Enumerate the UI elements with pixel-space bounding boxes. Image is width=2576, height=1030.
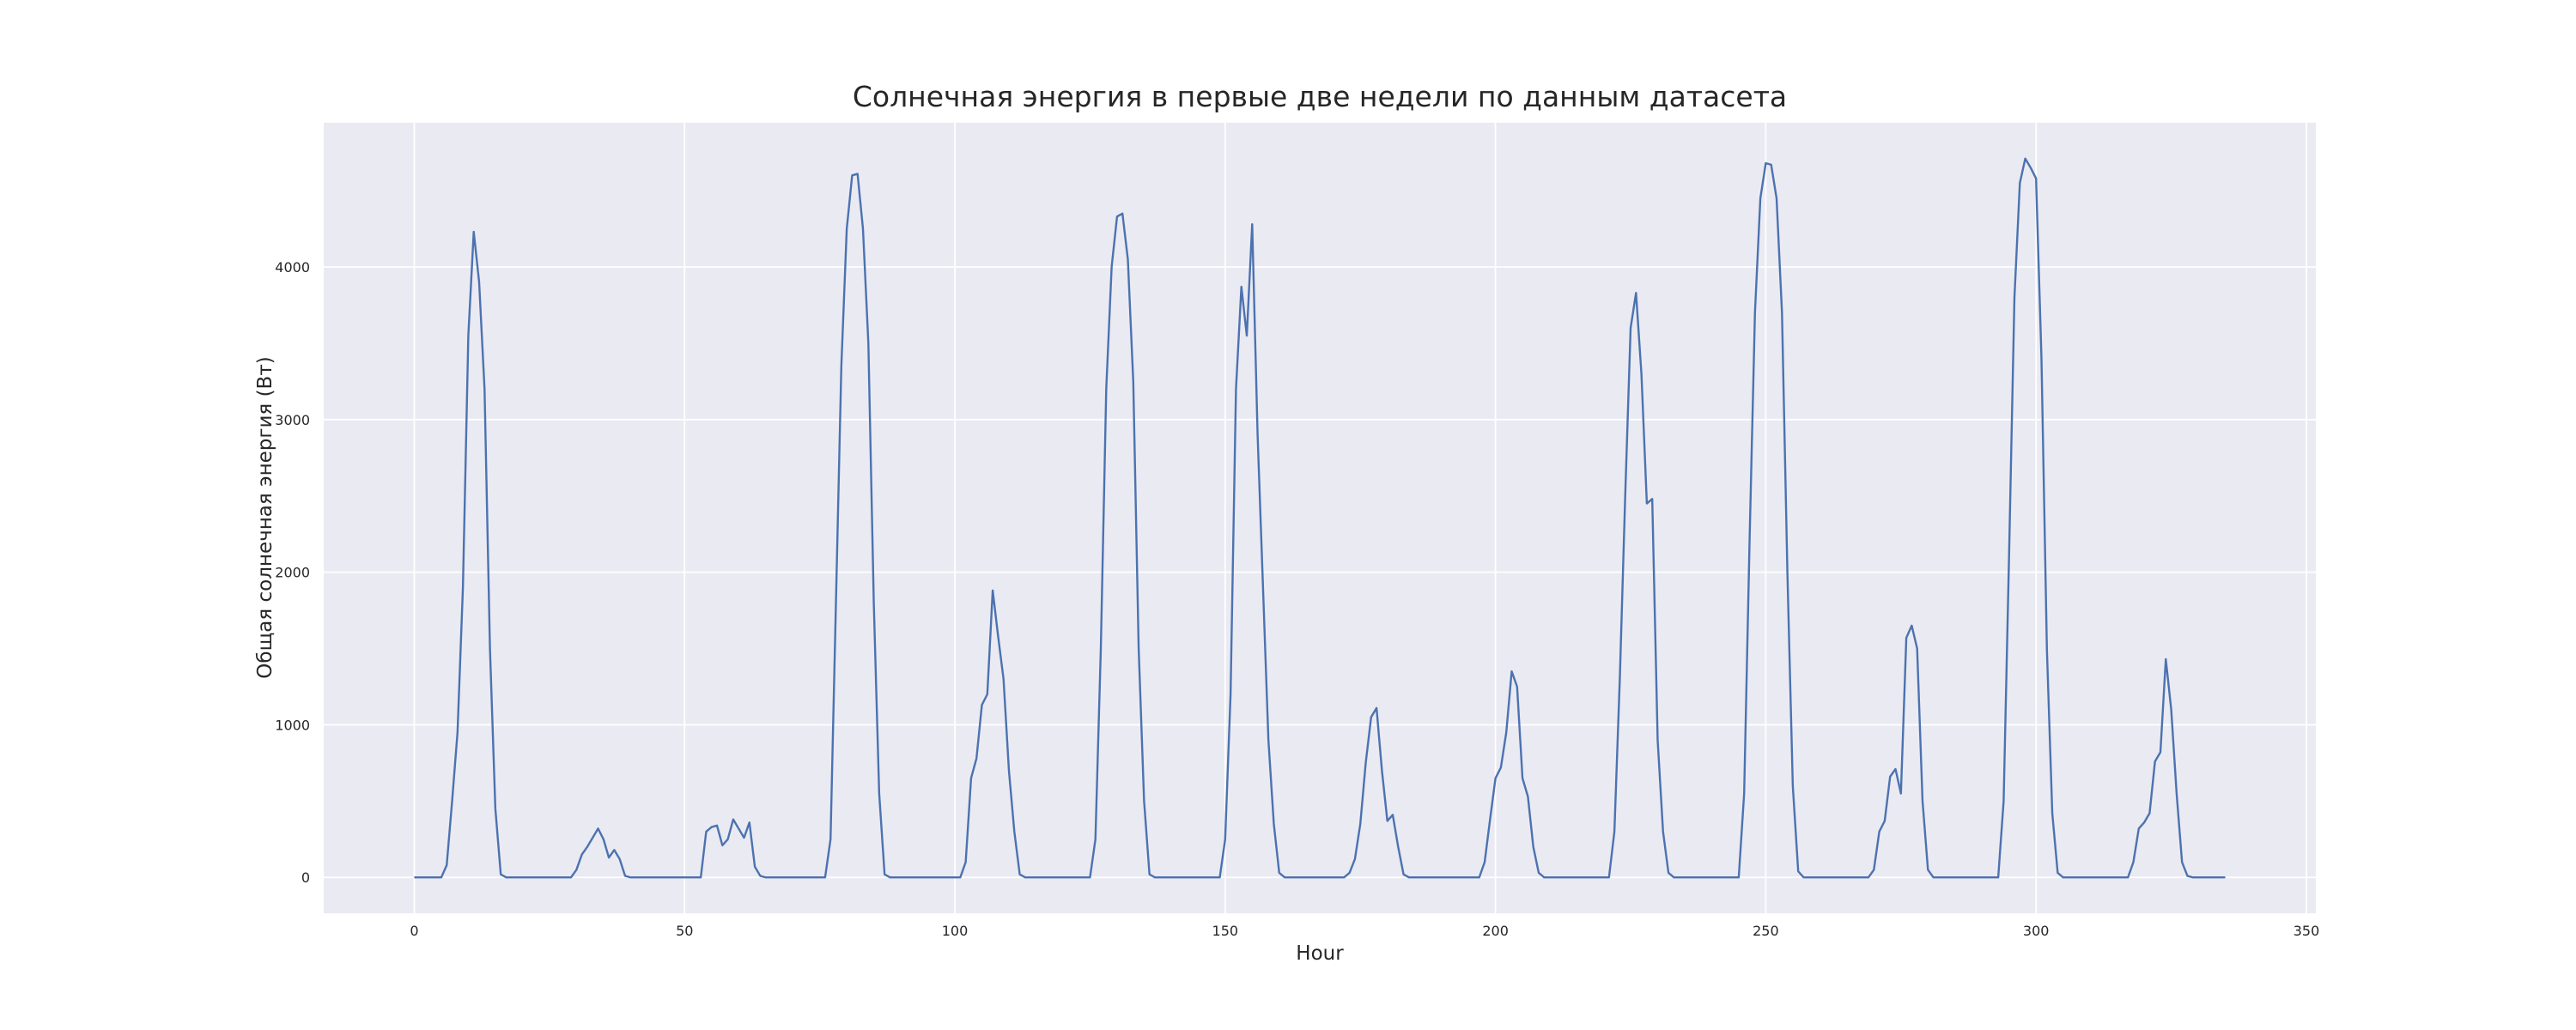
marks	[414, 157, 2226, 879]
y-tick-label: 3000	[275, 412, 310, 428]
x-tick-label: 100	[942, 923, 969, 939]
plot-area	[324, 123, 2316, 913]
x-tick-label: 350	[2293, 923, 2320, 939]
y-tick-label: 0	[301, 869, 310, 886]
chart-title: Солнечная энергия в первые две недели по…	[853, 80, 1787, 113]
x-tick-label: 250	[1753, 923, 1779, 939]
y-tick-label: 4000	[275, 259, 310, 276]
data-line	[414, 157, 2226, 879]
x-tick-label: 150	[1212, 923, 1239, 939]
x-tick-label: 50	[676, 923, 693, 939]
x-tick-label: 200	[1482, 923, 1509, 939]
y-tick-label: 2000	[275, 565, 310, 581]
x-tick-label: 300	[2023, 923, 2050, 939]
x-tick-label: 0	[410, 923, 418, 939]
x-axis-label: Hour	[1296, 942, 1344, 965]
y-axis-label: Общая солнечная энергия (Вт)	[254, 356, 276, 678]
y-tick-label: 1000	[275, 717, 310, 733]
